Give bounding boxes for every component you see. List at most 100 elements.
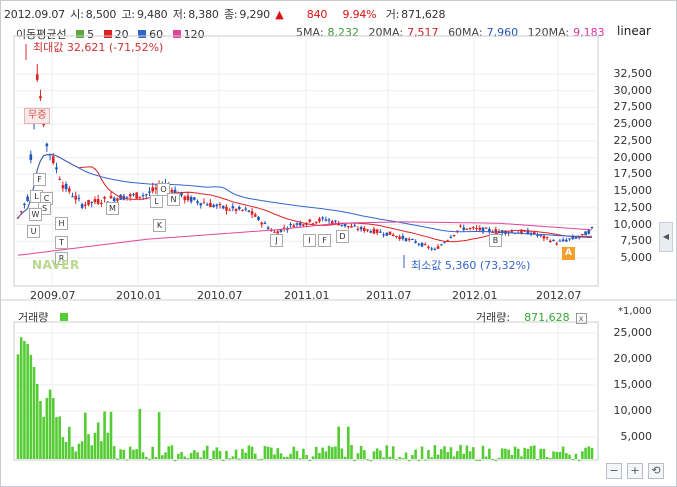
time-tick-label: 2012.01: [452, 289, 498, 302]
candle-body: [420, 242, 424, 247]
event-marker[interactable]: T: [55, 236, 68, 249]
candle-body: [298, 222, 302, 226]
volume-bar: [87, 434, 90, 459]
volume-bar: [565, 453, 568, 459]
candle-body: [423, 244, 427, 246]
candle-body: [237, 206, 241, 210]
candle-body: [64, 183, 68, 190]
volume-bar: [507, 449, 510, 459]
volume-bar: [244, 452, 247, 459]
volume-bar: [478, 459, 482, 461]
candle-body: [395, 236, 398, 238]
candle-body: [29, 154, 33, 160]
volume-bar: [334, 446, 337, 459]
candle-body: [488, 229, 491, 232]
candle-body: [542, 235, 546, 239]
capital-increase-badge[interactable]: 무증: [24, 108, 51, 124]
candle-body: [279, 229, 283, 232]
event-marker[interactable]: I: [303, 234, 316, 247]
volume-bar: [481, 445, 485, 459]
event-marker[interactable]: N: [167, 193, 180, 206]
price-tick-label: 12,500: [613, 200, 653, 214]
event-marker[interactable]: J: [270, 234, 283, 247]
volume-bar: [74, 451, 78, 459]
volume-bar: [234, 449, 238, 459]
candle-body: [571, 236, 575, 239]
time-tick-label: 2011.01: [284, 289, 330, 302]
candle-body: [74, 195, 78, 200]
candle-body: [379, 231, 382, 233]
event-marker[interactable]: B: [489, 234, 502, 247]
volume-bar: [93, 432, 97, 459]
candle-body: [193, 197, 196, 200]
scale-type-toggle[interactable]: linear: [617, 24, 651, 38]
candle-body: [314, 221, 318, 223]
ma60-period: 60: [149, 28, 164, 41]
event-marker[interactable]: U: [27, 225, 40, 238]
candle-body: [337, 223, 340, 226]
event-marker[interactable]: R: [55, 252, 68, 265]
candle-body: [209, 202, 212, 208]
volume-bar: [221, 459, 225, 461]
event-marker[interactable]: M: [106, 202, 119, 215]
candle-body: [247, 210, 251, 212]
price-tick-label: 27,500: [613, 100, 653, 114]
volume-bar: [116, 458, 119, 460]
volume-bar: [209, 459, 212, 461]
event-a-badge[interactable]: A: [562, 247, 575, 260]
candle-body: [196, 201, 199, 203]
volume-close-icon[interactable]: x: [575, 313, 587, 324]
event-marker[interactable]: F: [318, 234, 331, 247]
ma120-line: [17, 221, 593, 256]
volume-bar: [395, 459, 398, 461]
event-marker[interactable]: D: [336, 230, 349, 243]
zoom-in-button[interactable]: +: [627, 463, 643, 479]
volume-bar: [122, 449, 126, 459]
candle-body: [286, 228, 289, 230]
low-value: 8,380: [188, 8, 219, 21]
volume-bar: [366, 459, 369, 461]
volume-bar: [590, 447, 594, 459]
volume-bar: [423, 459, 427, 461]
collapse-handle-icon[interactable]: ◀: [659, 222, 673, 252]
volume-bar: [170, 445, 174, 459]
candle-body: [234, 208, 238, 211]
volume-bar: [266, 446, 270, 459]
volume-bar: [311, 456, 315, 459]
max-value-label: 최대값 32,621 (-71,52%): [33, 41, 164, 54]
volume-bar: [286, 456, 289, 459]
event-marker[interactable]: H: [55, 217, 68, 230]
volume-bar: [196, 452, 199, 459]
event-marker[interactable]: W: [29, 208, 42, 221]
volume-tick-label: 10,000: [613, 404, 653, 417]
event-marker[interactable]: F: [33, 173, 46, 186]
volume-bar: [388, 456, 392, 459]
volume-bar: [549, 458, 552, 460]
zoom-out-button[interactable]: −: [606, 463, 622, 479]
ma5-period: 5: [87, 28, 95, 41]
price-tick-label: 30,000: [613, 83, 653, 97]
candle-body: [186, 195, 190, 201]
volume-bar: [48, 389, 52, 459]
volume-bar: [510, 454, 514, 459]
candle-body: [116, 198, 119, 201]
candle-body: [536, 235, 539, 237]
volume-tick-label: 25,000: [613, 326, 653, 339]
volume-bar: [289, 453, 292, 459]
candle-body: [23, 203, 26, 206]
candle-body: [552, 239, 555, 242]
candle-body: [311, 223, 315, 225]
volume-bar: [157, 412, 161, 459]
event-marker[interactable]: L: [150, 195, 163, 208]
volume-bar: [42, 416, 45, 459]
volume-bar: [337, 426, 340, 459]
volume-bar: [484, 456, 488, 459]
candle-body: [35, 74, 39, 80]
candle-body: [324, 219, 328, 221]
volume-bar: [385, 445, 389, 459]
event-marker[interactable]: K: [153, 219, 166, 232]
candle-body: [478, 227, 482, 231]
event-marker[interactable]: O: [157, 183, 170, 196]
reset-button[interactable]: ⟲: [648, 463, 664, 479]
